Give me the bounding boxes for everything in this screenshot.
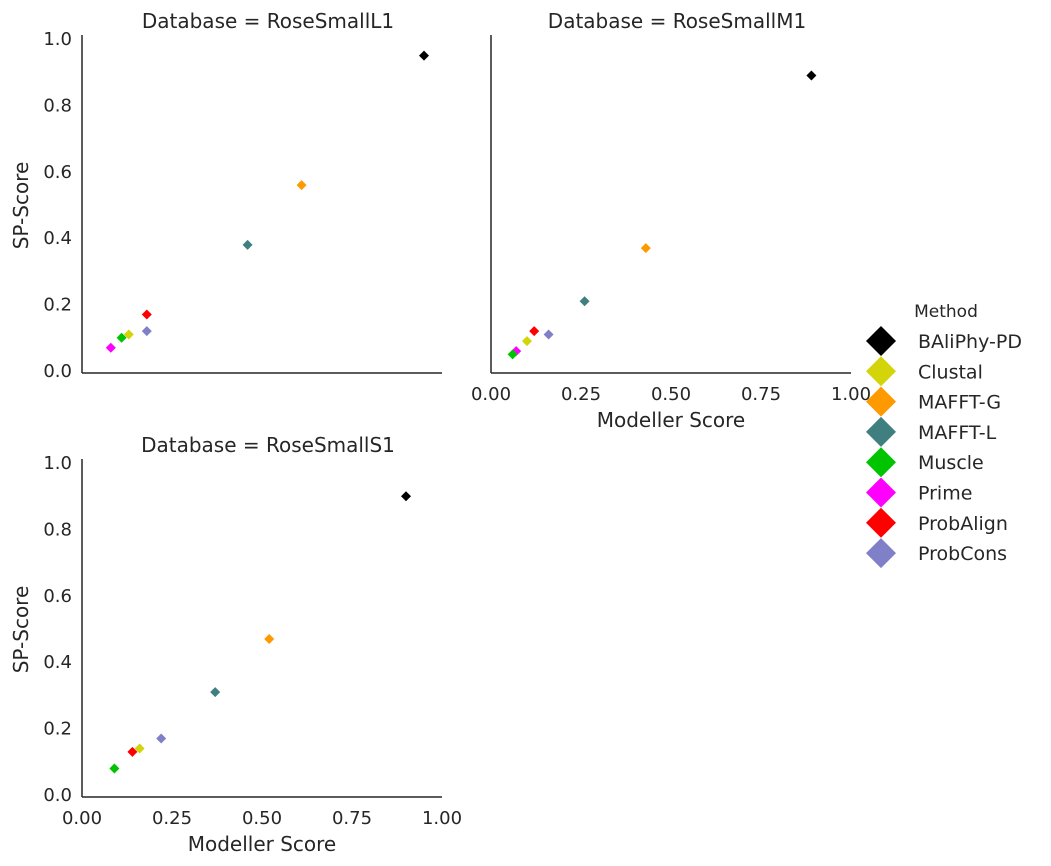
y-axis-label: SP-Score bbox=[9, 162, 33, 250]
y-tick-label: 0.8 bbox=[43, 95, 72, 116]
y-tick-label: 1.0 bbox=[43, 29, 72, 50]
legend-label: MAFFT-L bbox=[918, 422, 997, 444]
y-axis-label: SP-Score bbox=[9, 586, 33, 674]
legend-marker bbox=[866, 356, 896, 387]
x-tick-label: 0.00 bbox=[62, 808, 102, 829]
panel-2: Database = RoseSmallM1 0.00 0.25 0.50 0.75 1.… bbox=[471, 9, 871, 432]
x-tick-label: 1.00 bbox=[422, 808, 462, 829]
data-point-clustal bbox=[123, 329, 134, 340]
y-tick-label: 0.0 bbox=[43, 361, 72, 382]
x-tick-label: 0.75 bbox=[741, 384, 781, 405]
y-tick-label: 1.0 bbox=[43, 453, 72, 474]
data-point-clustal bbox=[134, 743, 145, 754]
x-tick-label: 0.50 bbox=[242, 808, 282, 829]
legend-item: ProbCons bbox=[866, 538, 1007, 569]
legend-item: BAliPhy-PD bbox=[866, 326, 1022, 356]
legend-label: Muscle bbox=[918, 452, 984, 474]
data-point-probalign bbox=[141, 309, 152, 320]
legend-marker bbox=[866, 416, 896, 447]
legend-item: ProbAlign bbox=[866, 507, 1008, 538]
data-point-baliphy-pd bbox=[806, 70, 817, 81]
data-point-mafft-l bbox=[242, 239, 253, 250]
data-point-muscle bbox=[109, 763, 120, 774]
data-point-mafft-l bbox=[210, 687, 221, 698]
data-point-mafft-g bbox=[296, 180, 307, 191]
x-tick-label: 0.50 bbox=[651, 384, 691, 405]
legend-marker bbox=[866, 507, 896, 538]
data-point-mafft-g bbox=[264, 633, 275, 644]
legend-item: MAFFT-L bbox=[866, 416, 997, 447]
legend-item: Prime bbox=[866, 477, 972, 508]
y-tick-label: 0.4 bbox=[43, 228, 72, 249]
y-tick-label: 0.0 bbox=[43, 785, 72, 806]
data-point-mafft-g bbox=[640, 243, 651, 254]
legend-marker bbox=[866, 447, 896, 478]
panel-1: Database = RoseSmallL1 0.0 0.2 0.4 0.6 0.8 1.0… bbox=[9, 9, 442, 382]
legend-item: MAFFT-G bbox=[866, 386, 1001, 417]
y-tick-label: 0.2 bbox=[43, 719, 72, 740]
y-tick-label: 0.6 bbox=[43, 162, 72, 183]
data-point-probcons bbox=[156, 733, 167, 744]
data-point-probcons bbox=[141, 326, 152, 337]
legend-label: MAFFT-G bbox=[918, 392, 1001, 414]
data-point-baliphy-pd bbox=[419, 50, 429, 61]
legend-label: BAliPhy-PD bbox=[918, 331, 1022, 353]
legend-title: Method bbox=[914, 302, 978, 322]
panel-3: Database = RoseSmallS1 0.0 0.2 0.4 0.6 0.8 1.0… bbox=[9, 433, 462, 856]
legend-label: ProbAlign bbox=[918, 513, 1008, 535]
data-point-muscle bbox=[507, 349, 518, 360]
data-point-baliphy-pd bbox=[401, 491, 411, 502]
legend-label: ProbCons bbox=[918, 543, 1007, 565]
panel-title: Database = RoseSmallM1 bbox=[548, 9, 806, 33]
y-tick-label: 0.2 bbox=[43, 295, 72, 316]
panel-title: Database = RoseSmallS1 bbox=[141, 433, 395, 457]
x-tick-label: 1.00 bbox=[831, 384, 871, 405]
legend: Method BAliPhy-PD Clustal MAFFT-G MAFFT-L Mus… bbox=[866, 302, 1022, 569]
data-point-probalign bbox=[127, 746, 138, 757]
data-point-probcons bbox=[543, 329, 554, 340]
x-axis-label: Modeller Score bbox=[188, 832, 337, 856]
panel-title: Database = RoseSmallL1 bbox=[142, 9, 394, 33]
x-tick-label: 0.00 bbox=[471, 384, 511, 405]
legend-marker bbox=[866, 477, 896, 508]
data-point-clustal bbox=[522, 336, 532, 347]
legend-marker bbox=[866, 538, 896, 569]
legend-marker bbox=[866, 326, 896, 356]
legend-item: Muscle bbox=[866, 447, 984, 478]
data-point-probalign bbox=[529, 326, 540, 337]
legend-item: Clustal bbox=[866, 356, 983, 387]
legend-label: Clustal bbox=[918, 361, 983, 383]
x-tick-label: 0.25 bbox=[152, 808, 192, 829]
data-point-mafft-l bbox=[579, 296, 590, 307]
x-axis-label: Modeller Score bbox=[597, 408, 746, 432]
legend-marker bbox=[866, 386, 896, 417]
y-tick-label: 0.6 bbox=[43, 586, 72, 607]
data-point-muscle bbox=[116, 332, 127, 343]
legend-label: Prime bbox=[918, 483, 972, 505]
x-tick-label: 0.25 bbox=[561, 384, 601, 405]
y-tick-label: 0.8 bbox=[43, 519, 72, 540]
data-point-prime bbox=[105, 342, 116, 353]
x-tick-label: 0.75 bbox=[332, 808, 372, 829]
y-tick-label: 0.4 bbox=[43, 652, 72, 673]
